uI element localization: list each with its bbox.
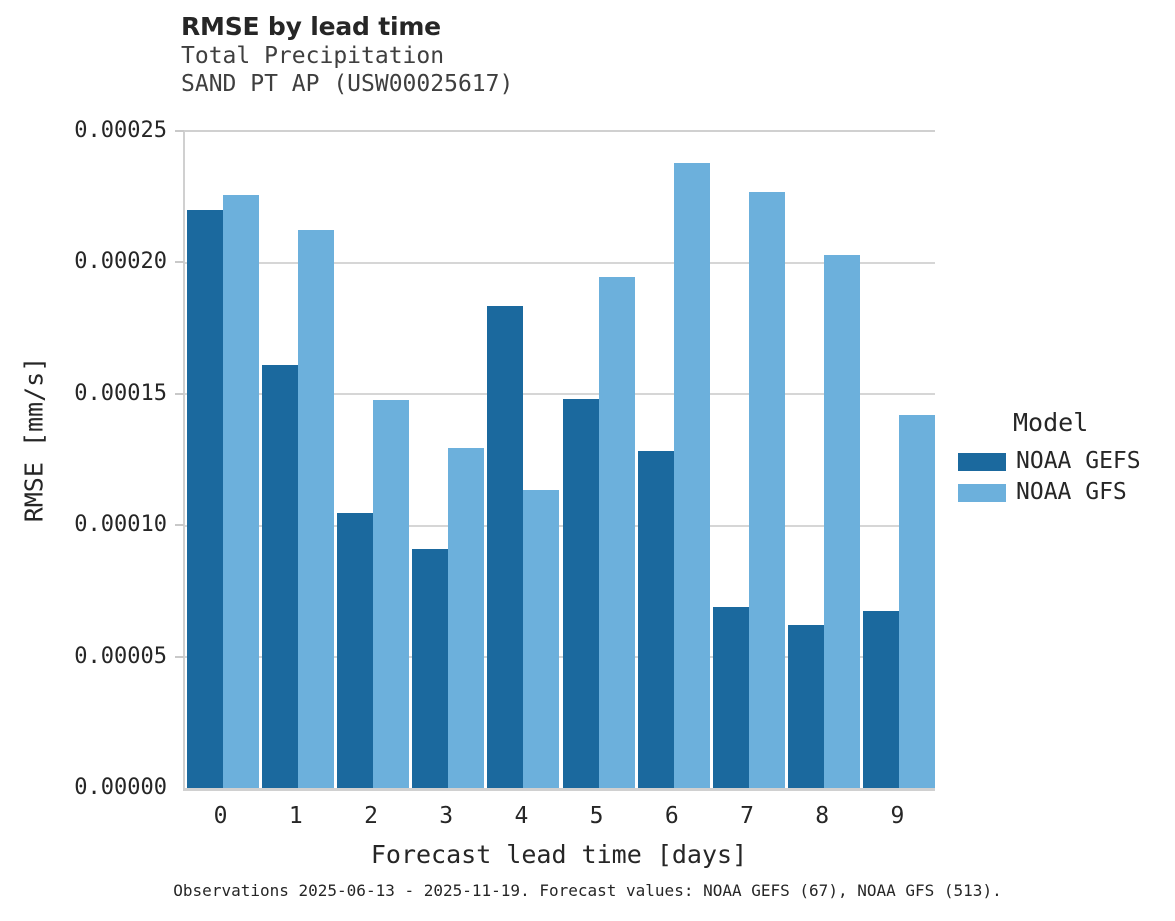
bar-noaa-gfs-day-6[interactable]: [673, 163, 710, 788]
gridline-0.00020: [185, 262, 935, 264]
legend-item-noaa-gfs[interactable]: NOAA GFS: [958, 477, 1173, 508]
bar-noaa-gefs-day-5[interactable]: [562, 398, 599, 788]
bar-noaa-gfs-day-2[interactable]: [373, 400, 409, 788]
x-tick-label-4: 4: [514, 803, 529, 829]
bar-noaa-gefs-day-1[interactable]: [261, 364, 298, 788]
bar-noaa-gefs-day-3[interactable]: [412, 548, 449, 788]
legend-swatch-noaa-gefs: [958, 452, 1006, 471]
legend-label-noaa-gfs: NOAA GFS: [1016, 479, 1127, 505]
y-tick-label-0.00025: 0.00025: [74, 118, 167, 143]
x-tick-label-3: 3: [439, 803, 454, 829]
bar-noaa-gefs-day-4[interactable]: [487, 306, 524, 788]
x-tick-label-1: 1: [288, 803, 303, 829]
y-tick-mark-0.00010: [175, 524, 184, 527]
bar-group-day-8: [788, 131, 861, 788]
chart-subtitle-station: SAND PT AP (USW00025617): [181, 71, 514, 97]
y-tick-mark-0.00020: [175, 261, 184, 264]
chart-title: RMSE by lead time: [181, 12, 441, 41]
x-tick-label-2: 2: [364, 803, 378, 829]
y-tick-mark-0.00015: [175, 392, 184, 395]
plot-area: [183, 131, 936, 788]
bar-noaa-gfs-day-9[interactable]: [899, 414, 936, 788]
y-tick-label-0.00005: 0.00005: [74, 643, 167, 669]
x-tick-label-7: 7: [740, 803, 754, 829]
legend-swatch-noaa-gfs: [958, 483, 1006, 502]
bar-noaa-gfs-day-3[interactable]: [448, 447, 485, 788]
legend-label-noaa-gefs: NOAA GEFS: [1016, 448, 1141, 474]
bar-group-day-2: [337, 131, 409, 788]
gridline-0.00015: [185, 393, 935, 395]
bar-group-day-4: [487, 131, 560, 788]
bar-noaa-gfs-day-5[interactable]: [598, 277, 635, 788]
bar-noaa-gfs-day-7[interactable]: [749, 191, 785, 788]
chart-subtitle-variable: Total Precipitation: [181, 43, 445, 69]
bar-noaa-gfs-day-4[interactable]: [523, 490, 560, 788]
legend-item-noaa-gefs[interactable]: NOAA GEFS: [958, 446, 1173, 477]
y-tick-mark-0.00005: [175, 655, 184, 658]
x-tick-label-5: 5: [589, 803, 604, 829]
bar-noaa-gefs-day-8[interactable]: [788, 624, 825, 788]
y-tick-mark-0.00025: [175, 130, 184, 132]
y-tick-label-0.00000: 0.00000: [74, 775, 167, 800]
bar-group-day-1: [261, 131, 334, 788]
bar-noaa-gefs-day-7[interactable]: [713, 606, 749, 788]
bar-noaa-gefs-day-9[interactable]: [863, 610, 900, 788]
x-tick-label-6: 6: [664, 803, 679, 829]
plot-top-gridline: [183, 130, 935, 132]
bar-noaa-gefs-day-6[interactable]: [637, 450, 674, 788]
bar-group-day-7: [713, 131, 785, 788]
y-tick-label-0.00015: 0.00015: [74, 380, 167, 406]
bar-group-day-5: [562, 131, 635, 788]
bar-group-day-9: [863, 131, 936, 788]
y-tick-label-0.00010: 0.00010: [74, 512, 167, 538]
x-tick-label-9: 9: [890, 803, 905, 829]
bar-group-day-3: [412, 131, 485, 788]
y-axis-title: RMSE [mm/s]: [19, 356, 49, 523]
bar-group-day-6: [637, 131, 710, 788]
x-axis-title: Forecast lead time [days]: [370, 840, 748, 869]
bar-group-day-0: [186, 131, 259, 788]
x-tick-label-0: 0: [213, 803, 228, 829]
bar-noaa-gefs-day-2[interactable]: [337, 513, 373, 788]
x-tick-label-8: 8: [815, 803, 830, 829]
legend: Model NOAA GEFS NOAA GFS: [958, 408, 1173, 508]
bars-layer: [185, 131, 936, 788]
bar-noaa-gfs-day-1[interactable]: [297, 230, 334, 788]
title-block: RMSE by lead time Total Precipitation SA…: [181, 12, 881, 98]
gridline-0.00010: [185, 525, 935, 527]
y-tick-label-0.00020: 0.00020: [74, 249, 167, 275]
footer-caption: Observations 2025-06-13 - 2025-11-19. Fo…: [173, 881, 1002, 900]
bar-noaa-gefs-day-0[interactable]: [186, 209, 223, 788]
bar-noaa-gfs-day-8[interactable]: [824, 254, 861, 788]
legend-title: Model: [1013, 408, 1089, 437]
gridline-0.00005: [185, 656, 935, 658]
plot-baseline: [183, 788, 935, 791]
bar-noaa-gfs-day-0[interactable]: [222, 195, 259, 788]
